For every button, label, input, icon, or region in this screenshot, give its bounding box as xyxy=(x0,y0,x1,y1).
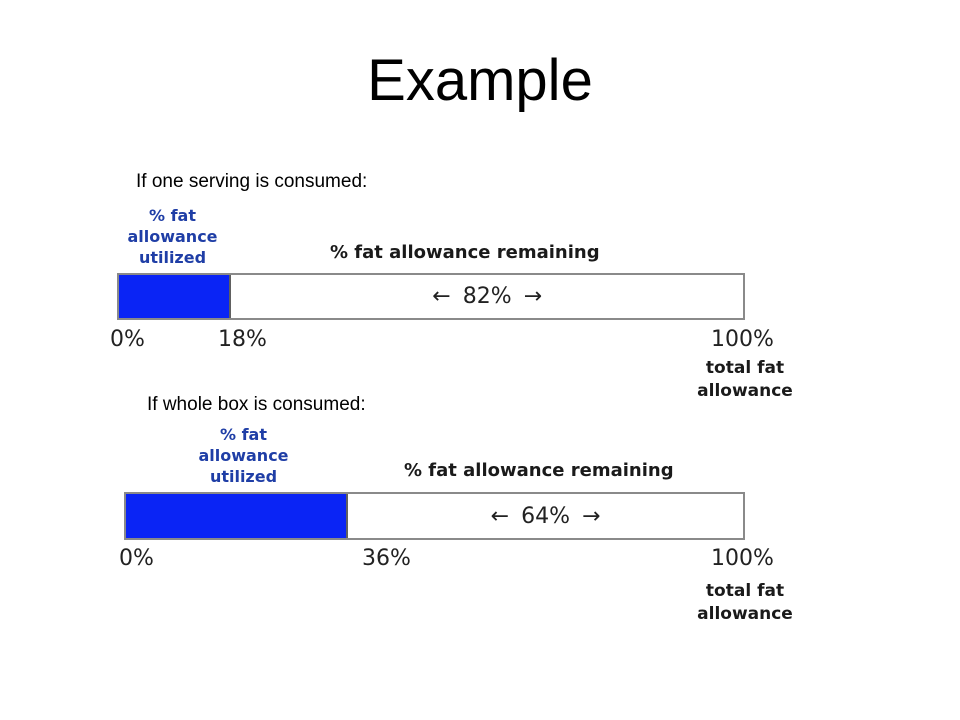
left-arrow-icon: ← xyxy=(490,503,510,529)
total-label-line: allowance xyxy=(697,381,793,401)
allowance-bar-2: ← 64% → xyxy=(124,492,745,540)
utilized-fill-1 xyxy=(119,275,232,318)
utilized-label-line: utilized xyxy=(209,467,278,486)
total-label-line: total fat xyxy=(705,581,785,601)
remaining-segment-1: ← 82% → xyxy=(231,275,743,318)
utilized-label-line: % fat xyxy=(219,425,267,444)
total-label-1: total fat allowance xyxy=(680,357,810,403)
utilized-label-line: utilized xyxy=(138,248,207,267)
utilized-label-line: % fat xyxy=(148,206,196,225)
total-label-2: total fat allowance xyxy=(680,580,810,626)
total-label-line: allowance xyxy=(697,604,793,624)
right-arrow-icon: → xyxy=(523,284,543,309)
utilized-label-line: allowance xyxy=(127,227,218,246)
remaining-segment-2: ← 64% → xyxy=(348,494,743,538)
tick-end-1: 100% xyxy=(711,327,774,352)
tick-start-2: 0% xyxy=(119,546,154,571)
total-label-line: total fat xyxy=(705,358,785,378)
tick-mid-1: 18% xyxy=(218,327,267,352)
left-arrow-icon: ← xyxy=(432,284,451,309)
tick-end-2: 100% xyxy=(711,546,774,571)
right-arrow-icon: → xyxy=(582,503,601,529)
remaining-value-1: 82% xyxy=(462,284,512,309)
remaining-value-2: 64% xyxy=(521,503,570,529)
tick-start-1: 0% xyxy=(110,327,145,352)
tick-mid-2: 36% xyxy=(362,546,411,571)
utilized-label-1: % fat allowance utilized xyxy=(115,205,230,268)
slide-title: Example xyxy=(367,48,593,113)
caption-whole-box: If whole box is consumed: xyxy=(147,394,366,415)
caption-one-serving: If one serving is consumed: xyxy=(136,171,368,192)
utilized-label-line: allowance xyxy=(198,446,289,465)
remaining-label-2: % fat allowance remaining xyxy=(404,460,674,481)
allowance-bar-1: ← 82% → xyxy=(117,273,745,320)
remaining-label-1: % fat allowance remaining xyxy=(330,242,600,263)
utilized-label-2: % fat allowance utilized xyxy=(186,424,301,487)
utilized-fill-2 xyxy=(126,494,349,538)
